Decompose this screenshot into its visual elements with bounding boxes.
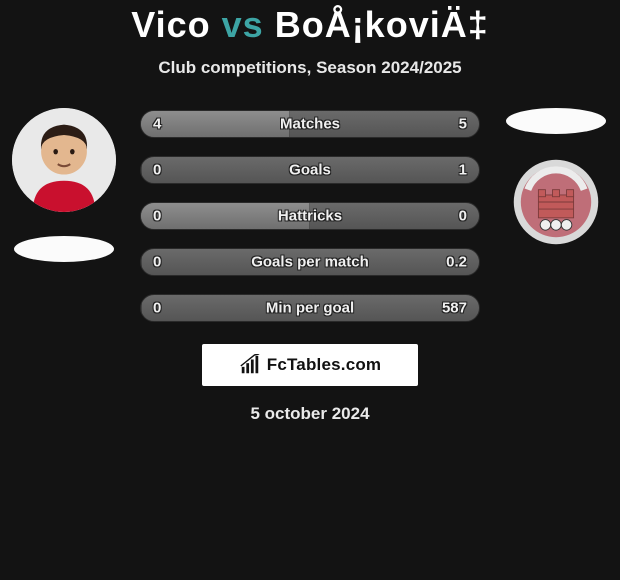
footer-badge: FcTables.com <box>202 344 418 386</box>
chart-icon <box>239 354 261 376</box>
footer-brand: FcTables.com <box>267 355 382 375</box>
comparison-title: Vico vs BoÅ¡koviÄ‡ <box>0 4 620 46</box>
subtitle: Club competitions, Season 2024/2025 <box>0 58 620 78</box>
player2-club-badge <box>506 108 606 134</box>
stat-left-fill <box>141 157 142 183</box>
player1-club-badge <box>14 236 114 262</box>
stat-left-value: 0 <box>153 300 161 317</box>
player1-avatar <box>12 108 116 212</box>
stat-left-fill <box>141 295 142 321</box>
stat-left-value: 4 <box>153 116 161 133</box>
vs-text: vs <box>222 4 264 45</box>
stat-label: Goals <box>289 162 331 179</box>
player2-club-crest <box>512 158 600 246</box>
stat-bars: 4 Matches 5 0 Goals 1 0 Hattricks 0 0 Goals per ma… <box>140 108 480 322</box>
footer-date: 5 october 2024 <box>0 404 620 424</box>
stat-right-value: 587 <box>442 300 467 317</box>
stat-row: 0 Hattricks 0 <box>140 202 480 230</box>
stat-left-value: 0 <box>153 254 161 271</box>
stat-row: 0 Goals per match 0.2 <box>140 248 480 276</box>
right-player-column <box>496 108 616 246</box>
stat-left-fill <box>141 111 290 137</box>
stat-label: Goals per match <box>251 254 369 271</box>
stat-left-value: 0 <box>153 162 161 179</box>
stat-row: 0 Min per goal 587 <box>140 294 480 322</box>
stat-left-value: 0 <box>153 208 161 225</box>
player2-name: BoÅ¡koviÄ‡ <box>275 4 489 45</box>
stat-left-fill <box>141 249 142 275</box>
stat-right-value: 0 <box>459 208 467 225</box>
stat-row: 0 Goals 1 <box>140 156 480 184</box>
stat-label: Min per goal <box>266 300 354 317</box>
left-player-column <box>4 108 124 262</box>
stat-label: Matches <box>280 116 340 133</box>
stat-right-value: 5 <box>459 116 467 133</box>
stat-label: Hattricks <box>278 208 342 225</box>
stat-row: 4 Matches 5 <box>140 110 480 138</box>
stat-right-value: 1 <box>459 162 467 179</box>
player1-name: Vico <box>131 4 210 45</box>
stat-right-value: 0.2 <box>446 254 467 271</box>
